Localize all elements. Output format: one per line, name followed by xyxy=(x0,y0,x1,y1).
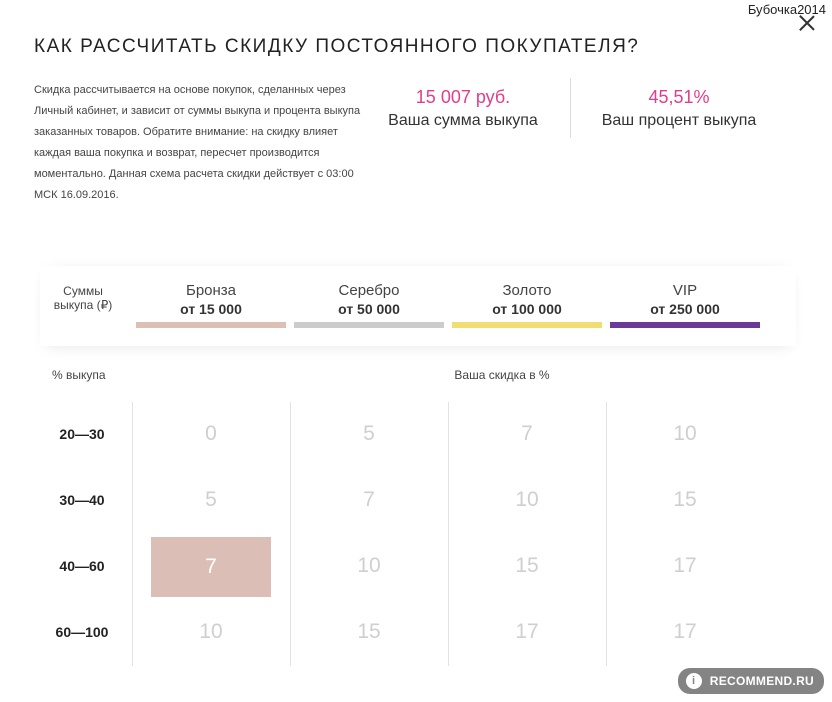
tier-name: Серебро xyxy=(338,282,400,299)
row-label: 40—60 xyxy=(59,558,105,574)
sums-label: Суммы выкупа (₽) xyxy=(53,284,113,312)
row-label: 60—100 xyxy=(55,624,109,640)
percent-label: % выкупа xyxy=(52,368,106,382)
stat-percent-value: 45,51% xyxy=(648,87,710,107)
discount-cell: 10 xyxy=(515,488,539,511)
tier-threshold: от 250 000 xyxy=(650,301,720,317)
discount-cell: 17 xyxy=(673,620,697,643)
grid-line xyxy=(132,402,133,666)
tier-threshold: от 50 000 xyxy=(338,301,400,317)
discount-cell: 15 xyxy=(515,554,539,577)
tier-name: VIP xyxy=(672,282,698,299)
tier-header-band xyxy=(40,266,796,346)
watermark: i RECOMMEND.RU xyxy=(677,668,824,694)
tier-vip: VIP от 250 000 xyxy=(610,282,760,318)
dialog-title: Как рассчитать скидку постоянного покупа… xyxy=(34,36,640,57)
discount-cell: 7 xyxy=(521,422,533,445)
stat-sum: 15 007 руб. Ваша сумма выкупа xyxy=(370,86,556,132)
tier-bar-silver xyxy=(294,322,444,328)
discount-cell: 17 xyxy=(673,554,697,577)
grid-line xyxy=(290,402,291,666)
stat-percent: 45,51% Ваш процент выкупа xyxy=(586,86,772,132)
dialog-description: Скидка рассчитывается на основе покупок,… xyxy=(34,84,361,201)
grid-line xyxy=(606,402,607,666)
tier-name: Бронза xyxy=(185,282,237,299)
close-icon[interactable] xyxy=(798,14,816,32)
tier-bar-vip xyxy=(610,322,760,328)
discount-label: Ваша скидка в % xyxy=(454,368,550,382)
stat-sum-label: Ваша сумма выкупа xyxy=(388,112,538,129)
tier-bronze: Бронза от 15 000 xyxy=(136,282,286,318)
info-icon: i xyxy=(685,673,702,689)
row-label: 20—30 xyxy=(59,426,105,442)
discount-cell: 15 xyxy=(357,620,381,643)
discount-cell: 0 xyxy=(205,422,217,445)
tier-bar-gold xyxy=(452,322,602,328)
tier-silver: Серебро от 50 000 xyxy=(294,282,444,318)
tier-bar-bronze xyxy=(136,322,286,328)
stat-percent-label: Ваш процент выкупа xyxy=(601,112,757,129)
active-discount-cell: 7 xyxy=(151,537,271,597)
discount-cell: 7 xyxy=(363,488,375,511)
discount-cell: 17 xyxy=(515,620,539,643)
stat-divider xyxy=(570,78,571,138)
discount-cell: 10 xyxy=(673,422,697,445)
discount-cell: 15 xyxy=(673,488,697,511)
grid-line xyxy=(448,402,449,666)
tier-name: Золото xyxy=(502,282,552,299)
tier-gold: Золото от 100 000 xyxy=(452,282,602,318)
tier-threshold: от 100 000 xyxy=(492,301,562,317)
discount-cell: 5 xyxy=(363,422,375,445)
discount-cell: 10 xyxy=(357,554,381,577)
row-label: 30—40 xyxy=(59,492,105,508)
discount-cell: 10 xyxy=(199,620,223,643)
stat-sum-value: 15 007 руб. xyxy=(415,87,511,107)
discount-cell: 5 xyxy=(205,488,217,511)
watermark-text: RECOMMEND.RU xyxy=(709,674,814,688)
tier-threshold: от 15 000 xyxy=(180,301,242,317)
